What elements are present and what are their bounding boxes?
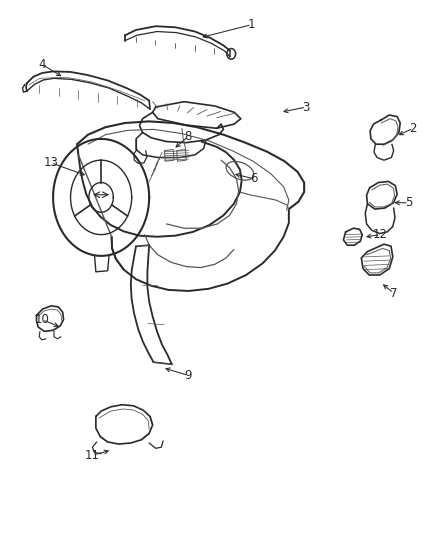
Text: 2: 2 [410, 122, 417, 135]
Text: 7: 7 [390, 287, 397, 300]
Text: 5: 5 [405, 196, 413, 209]
Text: 11: 11 [85, 449, 100, 462]
Text: 10: 10 [35, 313, 49, 326]
Text: 1: 1 [248, 18, 255, 31]
Text: 9: 9 [185, 369, 192, 382]
Text: 12: 12 [373, 228, 388, 241]
Text: 3: 3 [303, 101, 310, 114]
Text: 4: 4 [39, 58, 46, 71]
Text: 8: 8 [185, 130, 192, 143]
Text: 6: 6 [250, 172, 258, 185]
Text: 13: 13 [43, 156, 58, 169]
